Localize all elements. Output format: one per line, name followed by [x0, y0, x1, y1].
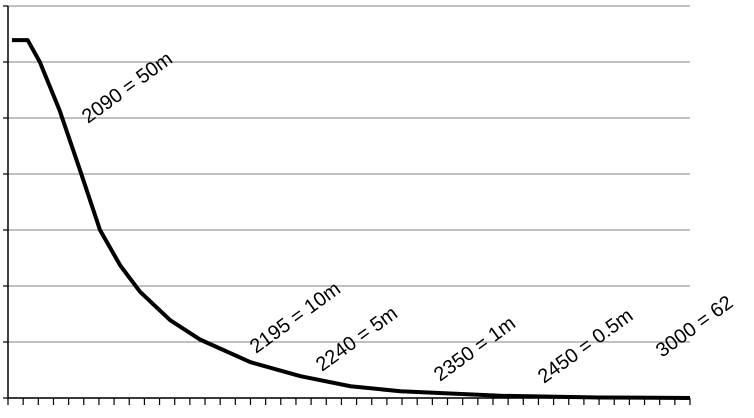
annotation: 2090 = 50m — [78, 48, 177, 128]
annotation: 2240 = 5m — [312, 302, 402, 376]
annotation: 2350 = 1m — [430, 312, 520, 386]
line-series — [11, 38, 691, 400]
annotation: 2450 = 0.5m — [534, 305, 637, 388]
annotation: 3000 = 62 — [652, 292, 737, 362]
